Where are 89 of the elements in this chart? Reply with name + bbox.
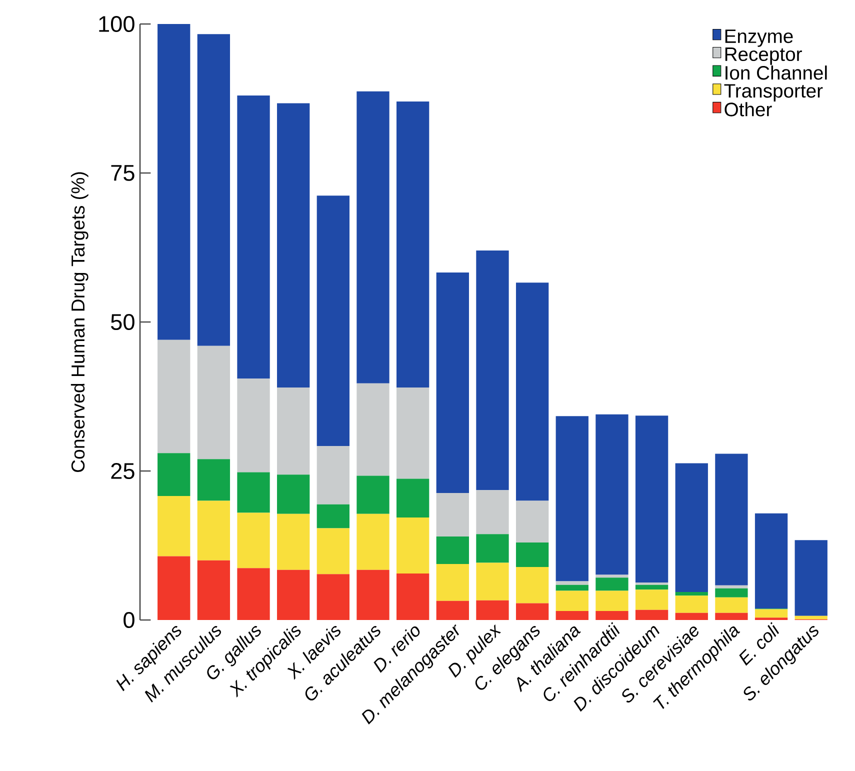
legend-label: Transporter — [724, 84, 823, 102]
bar — [396, 388, 430, 479]
bar — [476, 534, 509, 563]
bar — [158, 496, 190, 556]
bar — [197, 560, 230, 620]
bar — [476, 250, 509, 490]
legend-label: Enzyme — [725, 30, 793, 47]
bar — [556, 584, 588, 591]
bar — [396, 574, 430, 620]
bar — [197, 34, 230, 346]
bar — [237, 472, 270, 513]
bar — [635, 582, 668, 585]
y-tick-label: 25 — [111, 462, 134, 480]
bar — [476, 600, 509, 620]
bar — [516, 603, 549, 620]
bar — [158, 453, 190, 496]
bar — [516, 500, 549, 543]
bar — [635, 584, 668, 590]
bar — [237, 96, 270, 379]
bar — [356, 476, 390, 514]
bar — [197, 346, 230, 460]
bar — [316, 504, 350, 528]
bar — [556, 416, 588, 582]
bar — [754, 513, 788, 609]
bar — [158, 24, 190, 340]
bar — [675, 592, 708, 596]
bar — [715, 597, 748, 613]
bar — [396, 478, 430, 518]
bar — [436, 600, 469, 620]
bar — [237, 378, 270, 472]
bar — [316, 574, 350, 620]
bar — [436, 493, 469, 537]
bar — [675, 596, 708, 613]
bar — [715, 454, 748, 586]
bar — [596, 611, 628, 620]
bar — [356, 383, 390, 476]
bar — [277, 514, 310, 570]
legend-label: Other — [724, 102, 772, 116]
y-tick-label: 50 — [110, 314, 134, 330]
bar — [197, 500, 230, 560]
bar — [635, 416, 668, 582]
bar — [197, 459, 230, 501]
bar — [675, 612, 708, 620]
bar — [436, 536, 469, 564]
y-tick-label: 100 — [99, 16, 134, 32]
bar — [715, 585, 748, 588]
bar — [237, 568, 270, 620]
bar — [356, 570, 390, 620]
bar — [476, 490, 509, 534]
bar — [476, 562, 509, 600]
bar — [158, 556, 190, 620]
bar — [556, 581, 588, 585]
bar — [675, 463, 708, 592]
bar — [596, 578, 628, 591]
bar — [356, 514, 390, 570]
y-axis-title: Conserved Human Drug Targets (%) — [70, 172, 88, 472]
bar — [516, 282, 549, 501]
bar — [316, 446, 350, 504]
bar — [396, 101, 430, 388]
bar — [556, 611, 588, 620]
y-tick-label: 0 — [124, 612, 134, 628]
bar — [596, 590, 628, 612]
bar — [596, 574, 628, 578]
bar — [754, 609, 788, 618]
bar — [436, 272, 469, 494]
bar — [396, 517, 430, 574]
bar — [556, 590, 588, 612]
bar — [436, 564, 469, 601]
bar — [237, 512, 270, 568]
bar — [596, 414, 628, 575]
bar — [635, 610, 668, 620]
bar — [516, 542, 549, 567]
legend-label: Receptor — [725, 48, 802, 65]
bar — [715, 612, 748, 620]
legend-label: Ion Channel — [726, 66, 827, 80]
bar — [316, 196, 350, 446]
bar — [277, 388, 310, 475]
bar — [277, 570, 310, 620]
bar — [794, 540, 828, 616]
bar — [356, 91, 390, 384]
bar — [715, 588, 748, 598]
bar — [516, 566, 549, 604]
bar — [158, 340, 190, 454]
bar — [794, 616, 828, 620]
bar — [277, 474, 310, 514]
y-tick-label: 75 — [111, 165, 134, 181]
bar — [635, 590, 668, 610]
bar — [277, 103, 310, 388]
bar — [316, 528, 350, 574]
